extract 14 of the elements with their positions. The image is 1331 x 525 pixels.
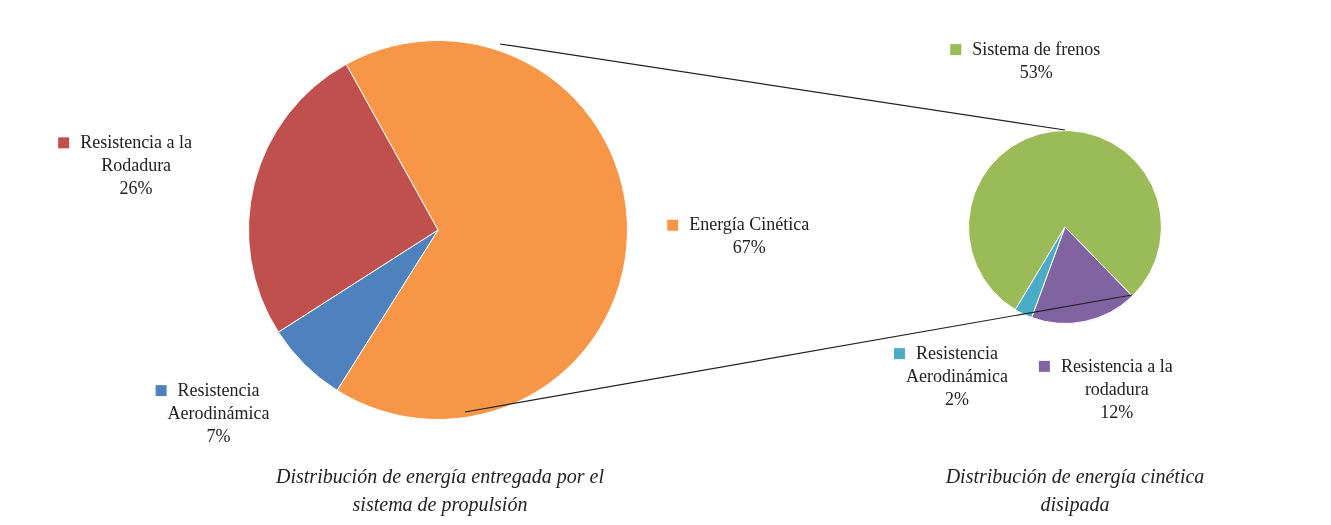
- legend-label: Resistencia Aerodinámica: [167, 379, 270, 423]
- legend-label: Resistencia Aerodinámica: [906, 342, 1008, 386]
- data-label: 26%: [119, 178, 153, 199]
- data-label: 7%: [206, 425, 231, 446]
- text: Distribución de energía entregada por el sistema de propulsión: [275, 464, 605, 518]
- data-label: 12%: [1100, 401, 1134, 422]
- data-label: 2%: [944, 388, 969, 409]
- legend-label: Energía Cinética: [689, 214, 810, 235]
- legend-label: Sistema de frenos: [972, 38, 1101, 59]
- data-label: 53%: [1019, 61, 1053, 82]
- legend-label: Resistencia a la rodadura: [1060, 355, 1173, 399]
- data-label: 67%: [732, 237, 766, 258]
- legend-label: Resistencia a la Rodadura: [80, 132, 193, 176]
- text: Distribución de energía cinética disipada: [944, 464, 1206, 518]
